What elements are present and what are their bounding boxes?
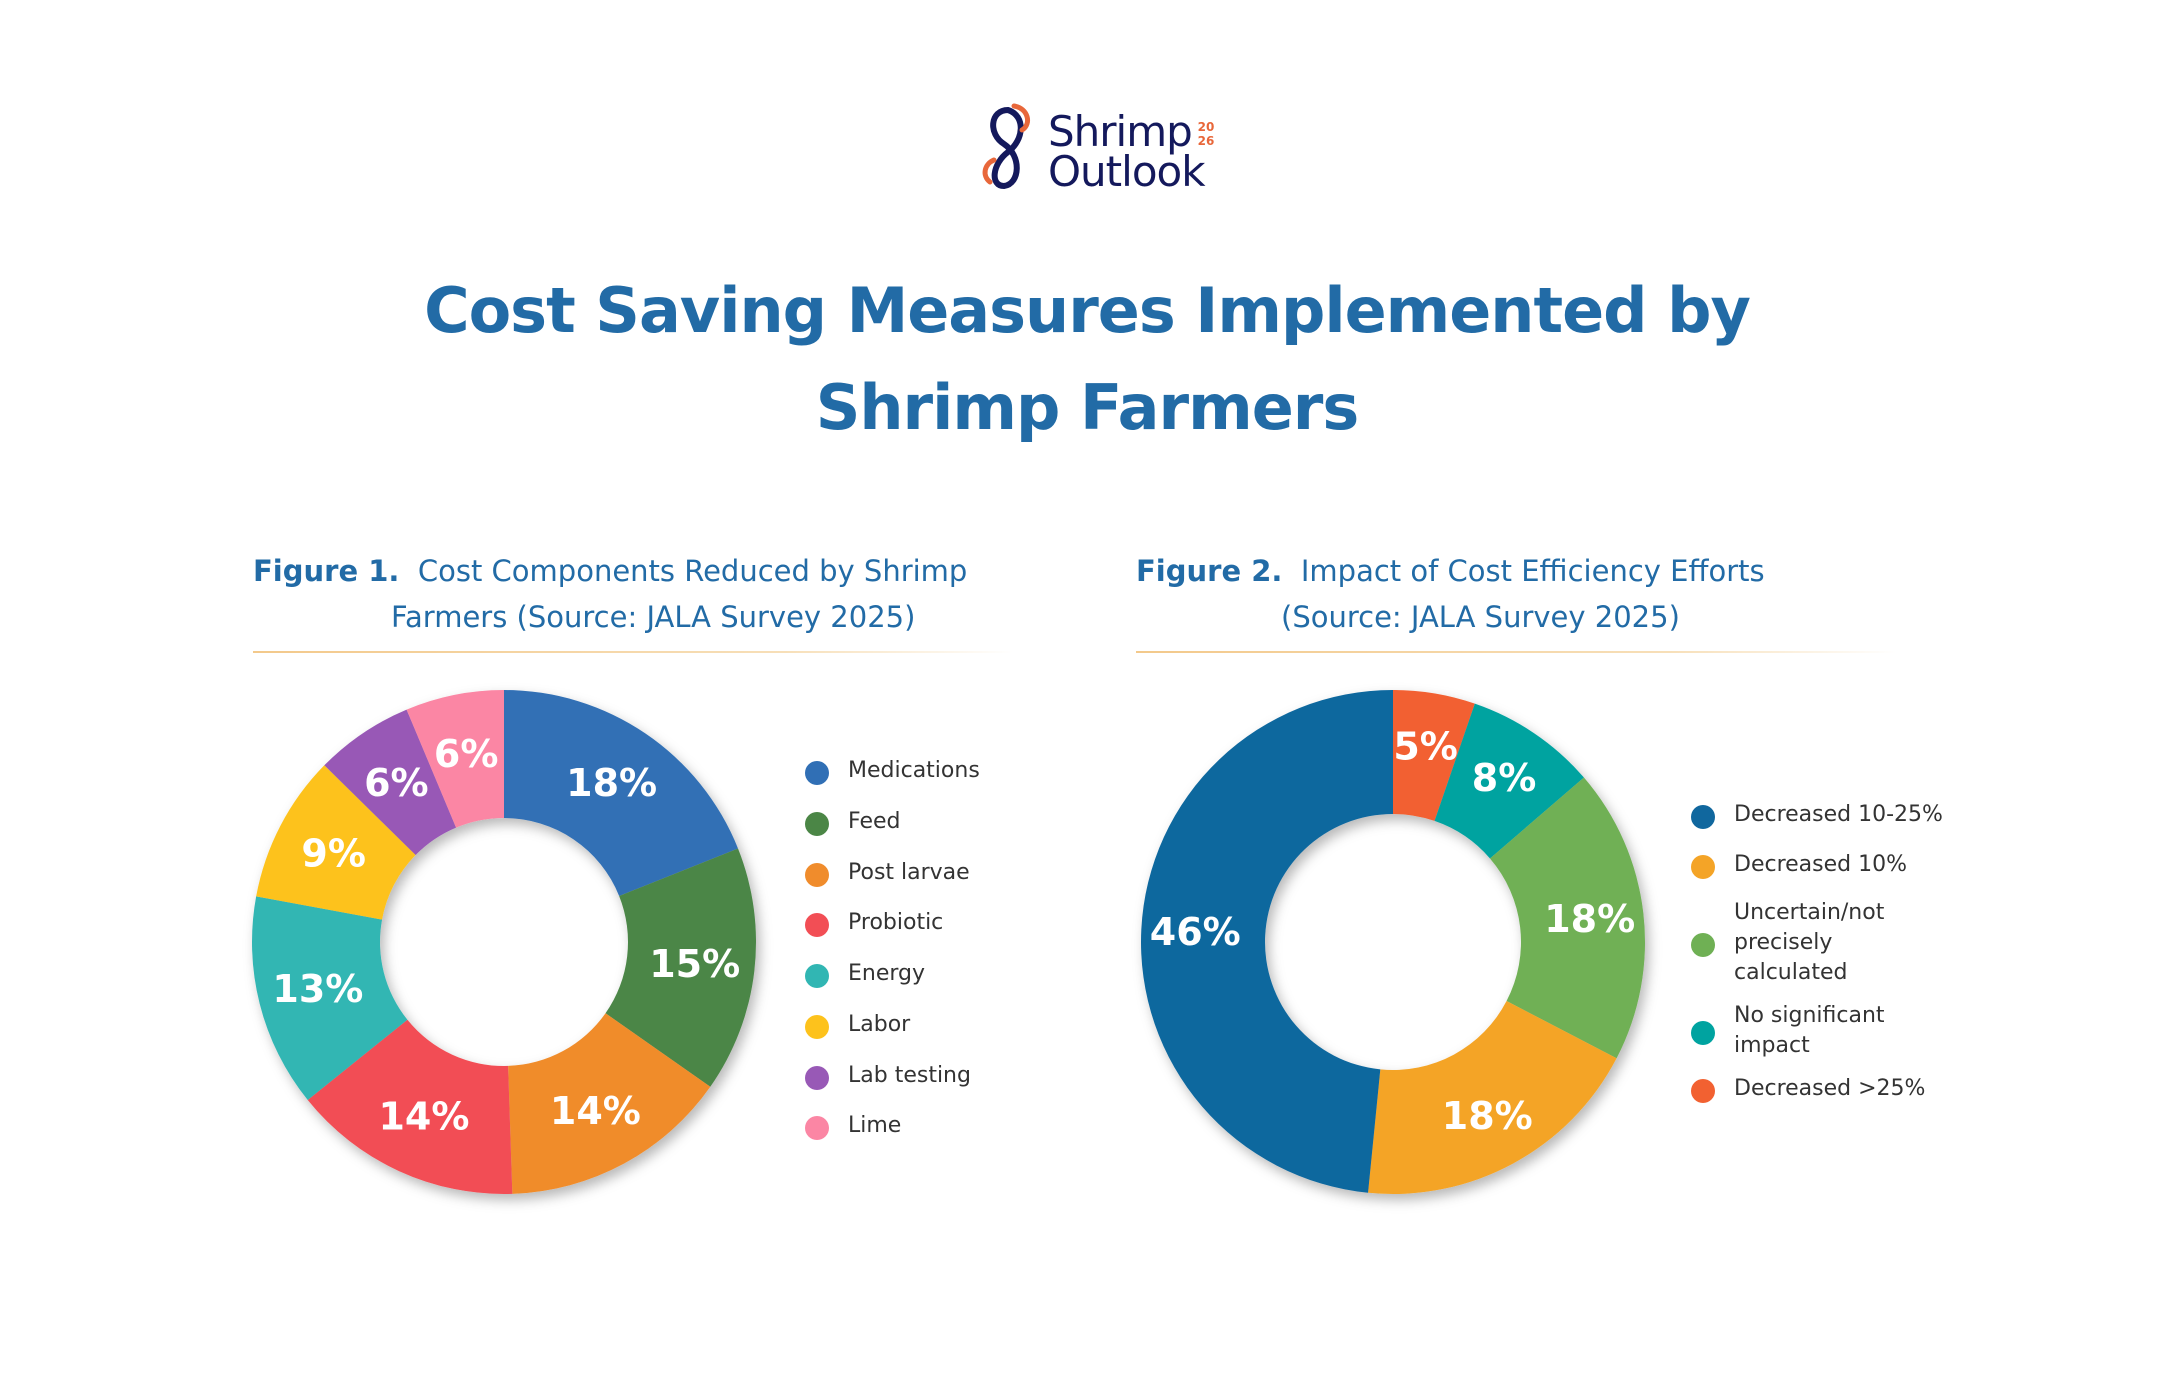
figure1-label-labor: 9% <box>301 831 366 875</box>
legend-swatch <box>805 1015 829 1039</box>
figure2-slice-decreased-10-25 <box>1141 690 1393 1193</box>
legend-label: Decreased >25% <box>1734 1076 1926 1101</box>
legend-swatch <box>1691 1021 1715 1045</box>
legend-label: Decreased 10% <box>1734 852 1908 877</box>
legend-label: No significant impact <box>1734 1003 1885 1058</box>
figure1-title: Figure 1. Cost Components Reduced by Shr… <box>253 548 1013 640</box>
figure2-ring <box>1141 690 1646 1194</box>
legend-swatch <box>1691 1079 1715 1103</box>
legend-label: Feed <box>848 809 901 834</box>
figure1-label-energy: 13% <box>272 967 363 1011</box>
shrimp-outlook-logo: Shrimp Outlook 20 26 <box>970 100 1220 195</box>
figure1-slice-lab-testing <box>324 709 457 856</box>
logo-year-bottom: 26 <box>1197 134 1215 148</box>
figure2-slice-no-significant-impact <box>1434 703 1584 859</box>
figure2-data-labels: 5% 8% 18% 18% 46% <box>1150 725 1635 1138</box>
page-title-line2: Shrimp Farmers <box>815 371 1359 444</box>
figure1-label-medications: 18% <box>566 761 657 805</box>
legend-swatch <box>805 913 829 937</box>
figure1-label-lab-testing: 6% <box>364 761 429 805</box>
figure1-label: Figure 1. <box>253 554 400 588</box>
figure1-data-labels: 18% 15% 14% 14% 13% 9% 6%6% <box>272 732 740 1139</box>
legend-label: Post larvae <box>848 860 970 885</box>
legend-label: Lab testing <box>848 1063 971 1088</box>
legend-swatch <box>805 1116 829 1140</box>
legend-swatch <box>805 761 829 785</box>
figure2-slice-decreased-10 <box>1368 1001 1617 1194</box>
figure1-title-line1: Cost Components Reduced by Shrimp <box>417 554 968 588</box>
legend-swatch <box>805 812 829 836</box>
figure1-slice-post-larvae <box>508 1013 711 1194</box>
figure2-divider <box>1136 651 1896 653</box>
figure1-divider <box>253 651 1013 653</box>
figure2-title-line1: Impact of Cost Efficiency Efforts <box>1300 554 1765 588</box>
legend-label: Energy <box>848 961 926 986</box>
page-title: Cost Saving Measures Implemented by Shri… <box>287 262 1887 456</box>
figure1-slice-feed <box>605 848 756 1087</box>
legend-swatch <box>1691 933 1715 957</box>
figure2-label-decreased-10-25: 46% <box>1150 910 1241 954</box>
legend-swatch <box>805 1066 829 1090</box>
figure2-title: Figure 2. Impact of Cost Efficiency Effo… <box>1136 548 1896 640</box>
legend-label: Uncertain/not precisely calculated <box>1734 900 1885 985</box>
logo-year: 20 26 <box>1195 120 1217 148</box>
figure2-label-uncertain-not-precisely-calculated: 18% <box>1544 897 1635 941</box>
figure1-slice-energy <box>251 896 408 1101</box>
figure2-donut: 5% 8% 18% 18% 46% <box>1141 690 1646 1194</box>
legend-label: Labor <box>848 1012 911 1037</box>
figure1-slice-labor <box>256 765 416 920</box>
legend-swatch <box>805 964 829 988</box>
figure1-label-post-larvae: 14% <box>550 1089 641 1133</box>
legend-label: Lime <box>848 1113 902 1138</box>
figure1-donut: 18% 15% 14% 14% 13% 9% 6%6% <box>251 690 756 1194</box>
figure2-slice-uncertain-not-precisely-calculated <box>1489 777 1646 1059</box>
figure1-slice-lime <box>406 690 504 828</box>
legend-label: Medications <box>848 758 980 783</box>
figure1-ring <box>251 690 756 1194</box>
legend-swatch <box>1691 855 1715 879</box>
logo-wordmark-shrimp: Shrimp <box>1048 107 1193 156</box>
figure1-label-feed: 15% <box>649 942 740 986</box>
logo-year-top: 20 <box>1197 120 1215 134</box>
figure2-title-line2: (Source: JALA Survey 2025) <box>1281 600 1680 634</box>
figure1-label-lime: 6% <box>434 732 499 776</box>
legend-swatch <box>1691 805 1715 829</box>
figure2-label-no-significant-impact: 8% <box>1472 756 1537 800</box>
figure2-label-decreased-25: 5% <box>1393 725 1458 769</box>
logo-wordmark-outlook: Outlook <box>1048 147 1206 196</box>
page-title-line1: Cost Saving Measures Implemented by <box>424 274 1751 347</box>
shrimp-logo-icon <box>982 103 1031 190</box>
legend-label: Probiotic <box>848 910 944 935</box>
legend-label: Decreased 10-25% <box>1734 802 1943 827</box>
figure1-label-probiotic: 14% <box>378 1095 469 1139</box>
figure2-label-decreased-10: 18% <box>1442 1094 1533 1138</box>
legend-swatch <box>805 863 829 887</box>
figure1-slice-probiotic <box>307 1019 513 1194</box>
figure2-slice-decreased-25 <box>1393 690 1475 821</box>
figure2-label: Figure 2. <box>1136 554 1283 588</box>
figure1-title-line2: Farmers (Source: JALA Survey 2025) <box>391 600 916 634</box>
figure1-slice-medications <box>504 690 738 896</box>
